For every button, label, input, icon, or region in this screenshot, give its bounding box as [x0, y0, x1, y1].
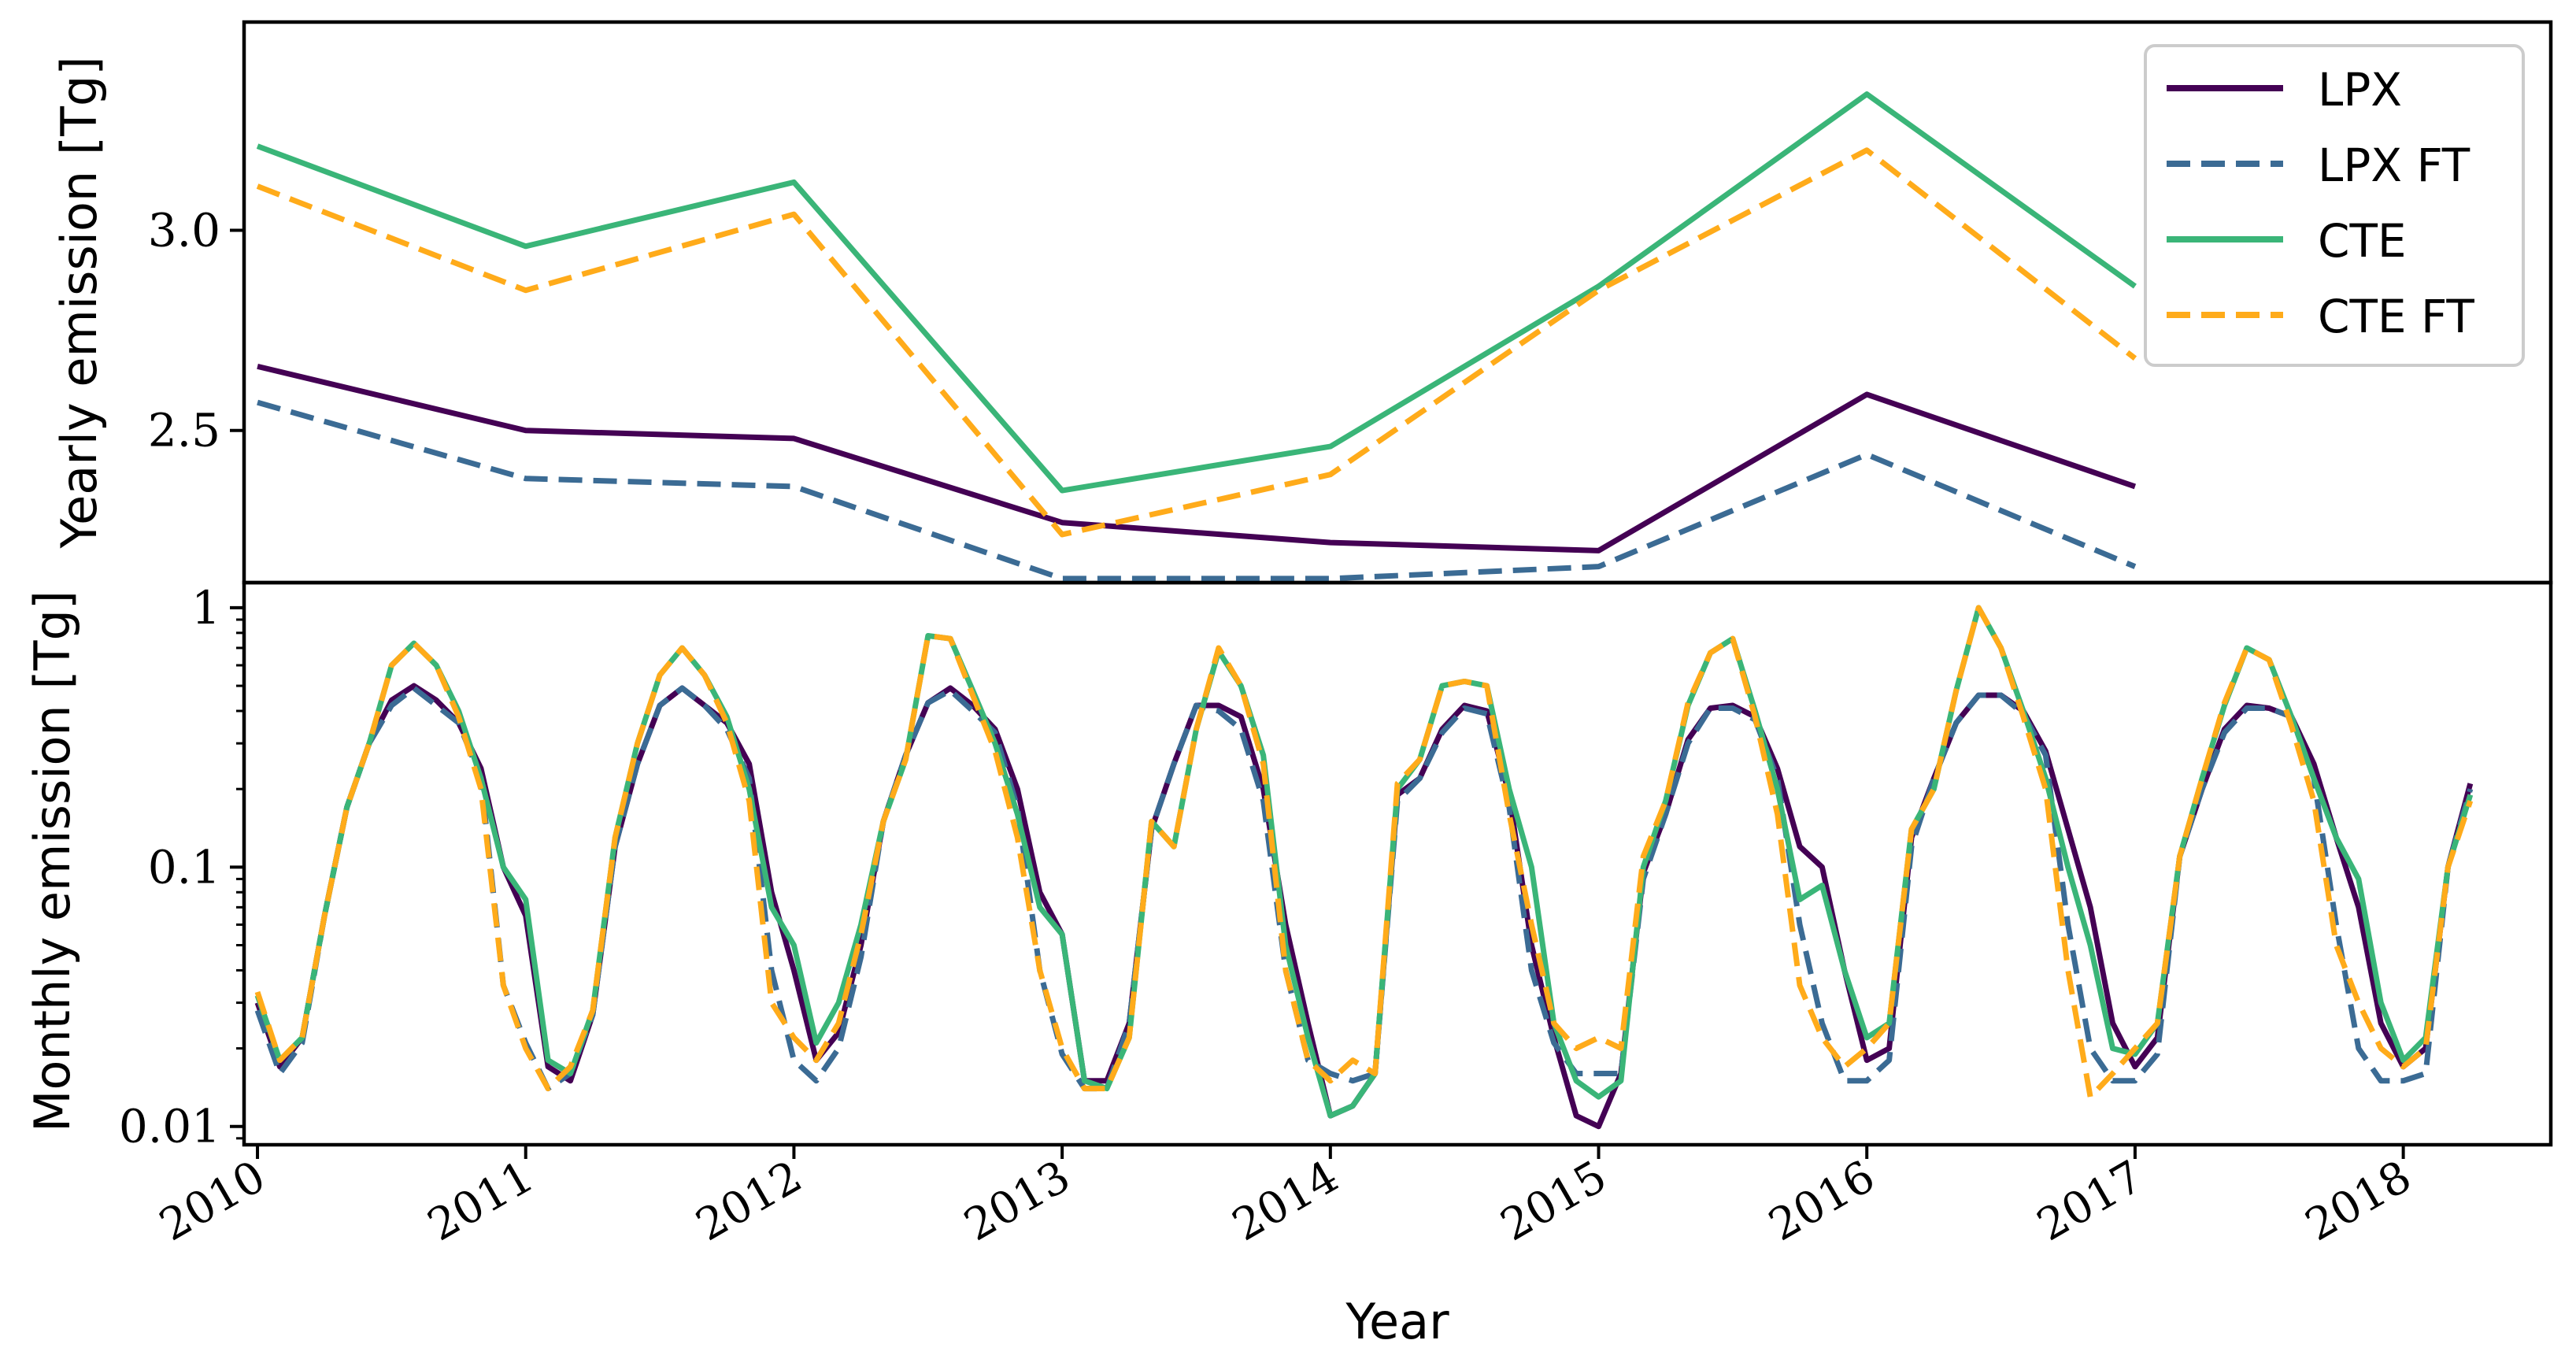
monthly-y-tick-label: 0.1	[148, 840, 220, 894]
monthly-series-lines	[254, 605, 2474, 1130]
legend-label-lpx: LPX	[2318, 63, 2402, 117]
yearly-emission-panel: 2.5 3.0 Yearly emission [Tg] LPX LPX FT C…	[50, 20, 2553, 585]
yearly-y-tick-label: 2.5	[148, 404, 220, 457]
legend-box	[2144, 44, 2525, 367]
yearly-line-lpx-ft	[257, 399, 2137, 582]
monthly-y-tick-label: 0.01	[119, 1100, 220, 1153]
legend-label-lpx-ft: LPX FT	[2318, 139, 2471, 192]
x-tick-label: 2018	[2297, 1151, 2420, 1252]
yearly-y-ticks: 2.5 3.0	[148, 203, 244, 457]
legend: LPX LPX FT CTE CTE FT	[2144, 44, 2525, 367]
monthly-y-axis-label: Monthly emission [Tg]	[24, 590, 81, 1132]
x-axis-label: Year	[1345, 1293, 1449, 1350]
monthly-line-lpx	[254, 683, 2474, 1130]
x-tick-label: 2016	[1760, 1151, 1883, 1252]
x-tick-label: 2010	[151, 1151, 274, 1252]
monthly-emission-panel: 0.010.11 2010 2011 2012 2013 2014 2015 2016 201…	[24, 580, 2553, 1350]
yearly-line-lpx	[257, 363, 2137, 553]
yearly-series-lines	[256, 91, 2137, 582]
x-tick-label: 2012	[688, 1151, 811, 1252]
x-ticks: 2010 2011 2012 2013 2014 2015 2016 2017 2018	[151, 1145, 2420, 1251]
x-tick-label: 2011	[420, 1151, 542, 1252]
monthly-y-tick-label: 1	[191, 581, 220, 635]
x-tick-label: 2014	[1224, 1151, 1347, 1252]
yearly-line-cte-ft	[256, 147, 2137, 538]
legend-label-cte: CTE	[2318, 214, 2407, 268]
legend-label-cte-ft: CTE FT	[2318, 290, 2474, 343]
yearly-line-cte	[256, 91, 2137, 494]
monthly-plot-frame	[242, 580, 2553, 1147]
monthly-y-ticks: 0.01 0.1 1	[119, 581, 244, 1153]
x-tick-label: 2017	[2029, 1151, 2152, 1252]
yearly-y-axis-label: Yearly emission [Tg]	[50, 56, 108, 549]
monthly-line-cte	[254, 605, 2474, 1119]
monthly-line-cte-ft	[254, 605, 2474, 1100]
monthly-line-lpx-ft	[254, 685, 2474, 1092]
yearly-y-tick-label: 3.0	[148, 203, 220, 257]
x-tick-label: 2015	[1493, 1151, 1616, 1252]
x-tick-label: 2013	[956, 1151, 1079, 1252]
